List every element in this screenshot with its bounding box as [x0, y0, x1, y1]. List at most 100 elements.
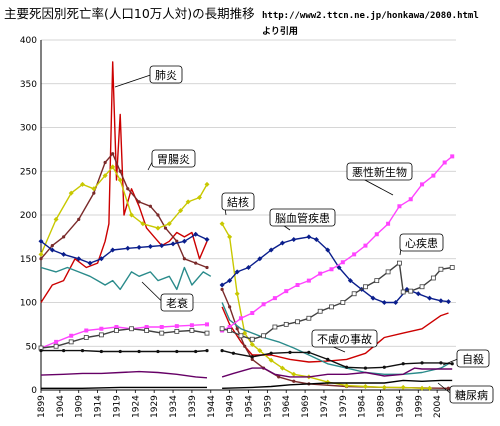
data-point	[249, 336, 255, 342]
data-point	[38, 238, 44, 244]
data-point	[155, 225, 161, 231]
data-point	[445, 299, 451, 305]
data-point	[163, 226, 168, 230]
label-box	[449, 385, 494, 404]
data-point	[344, 383, 350, 389]
source-url: http://www2.ttcn.ne.jp/honkawa/2080.html	[262, 11, 479, 21]
data-point	[118, 349, 122, 354]
data-point	[76, 256, 82, 262]
label-text: 老衰	[166, 296, 188, 310]
data-point	[238, 333, 244, 339]
data-point	[98, 256, 104, 262]
data-point	[137, 200, 141, 204]
y-tick-label: 0	[31, 386, 37, 396]
label-text: 糖尿病	[455, 388, 488, 402]
data-point	[148, 204, 153, 208]
data-point	[118, 169, 122, 173]
data-point	[340, 260, 345, 265]
label-text: 自殺	[462, 352, 484, 366]
x-tick-label: 1969	[301, 395, 311, 418]
x-tick-label: 1999	[414, 395, 424, 418]
axes: 0 50 100 150 200 250 300 350 400 1899 1904 1909 1914…	[20, 36, 456, 418]
data-point	[408, 197, 413, 202]
x-tick-label: 1954	[245, 395, 255, 418]
x-tick-label: 1909	[75, 395, 85, 418]
series-layer	[38, 61, 455, 391]
data-point	[129, 326, 134, 332]
data-point	[87, 260, 93, 266]
data-point	[144, 325, 149, 329]
y-tick-label: 400	[20, 36, 37, 46]
data-point	[227, 325, 232, 329]
data-point	[326, 357, 330, 361]
series-label: 糖尿病	[437, 382, 494, 404]
data-point	[352, 252, 357, 257]
x-tick-label: 1944	[207, 395, 217, 418]
data-point	[362, 384, 368, 389]
data-point	[77, 217, 81, 221]
data-point	[325, 247, 331, 253]
y-tick-label: 350	[20, 80, 37, 90]
label-box	[311, 329, 378, 348]
data-point	[386, 221, 391, 226]
data-point	[261, 302, 266, 307]
label-text: 悪性新生物	[352, 165, 407, 179]
data-point	[439, 361, 443, 365]
series-label: 脳血管疾患	[269, 208, 336, 231]
data-point	[269, 351, 273, 355]
chart-title: 主要死因別死亡率(人口10万人対)の長期推移	[4, 6, 255, 21]
data-point	[385, 269, 391, 275]
series-line	[41, 349, 208, 353]
label-box	[269, 208, 336, 227]
label-text: 不慮の事故	[317, 332, 372, 346]
series-line	[40, 328, 208, 349]
data-point	[284, 289, 289, 294]
data-point	[175, 349, 179, 354]
data-point	[400, 289, 406, 295]
x-tick-label: 1964	[282, 395, 292, 418]
data-point	[238, 316, 243, 321]
x-tick-label: 1924	[131, 395, 141, 418]
label-box	[160, 293, 194, 312]
label-text: 胃腸炎	[157, 153, 190, 166]
label-box	[346, 162, 413, 181]
data-point	[110, 164, 116, 170]
data-point	[420, 182, 425, 187]
data-point	[295, 319, 300, 325]
x-tick-label: 1934	[169, 395, 179, 418]
data-point	[69, 333, 74, 338]
series-label: 自殺	[442, 349, 490, 368]
series-line	[222, 379, 453, 389]
y-tick-label: 150	[20, 255, 37, 265]
data-point	[49, 247, 55, 253]
label-text: 心疾患	[405, 236, 438, 250]
data-point	[68, 339, 74, 345]
data-point	[219, 282, 225, 288]
data-point	[99, 326, 104, 331]
data-point	[62, 235, 66, 239]
data-point	[268, 357, 274, 363]
series-8	[40, 367, 453, 379]
data-point	[38, 251, 44, 257]
data-point	[111, 152, 115, 156]
data-point	[306, 315, 312, 321]
data-point	[220, 287, 224, 291]
x-tick-label: 2004	[433, 395, 443, 418]
data-point	[340, 300, 346, 305]
series-label: 悪性新生物	[346, 162, 413, 196]
data-point	[419, 284, 425, 290]
data-point	[231, 351, 236, 355]
data-point	[182, 257, 186, 261]
series-line	[221, 302, 449, 375]
data-point	[204, 181, 210, 187]
series-line	[221, 262, 453, 340]
series-label: 肺炎	[114, 65, 183, 88]
data-point	[381, 300, 387, 305]
data-point	[329, 267, 334, 272]
data-point	[170, 241, 176, 247]
data-point	[83, 335, 89, 340]
data-point	[102, 173, 108, 179]
data-point	[175, 239, 179, 243]
data-point	[306, 278, 311, 283]
